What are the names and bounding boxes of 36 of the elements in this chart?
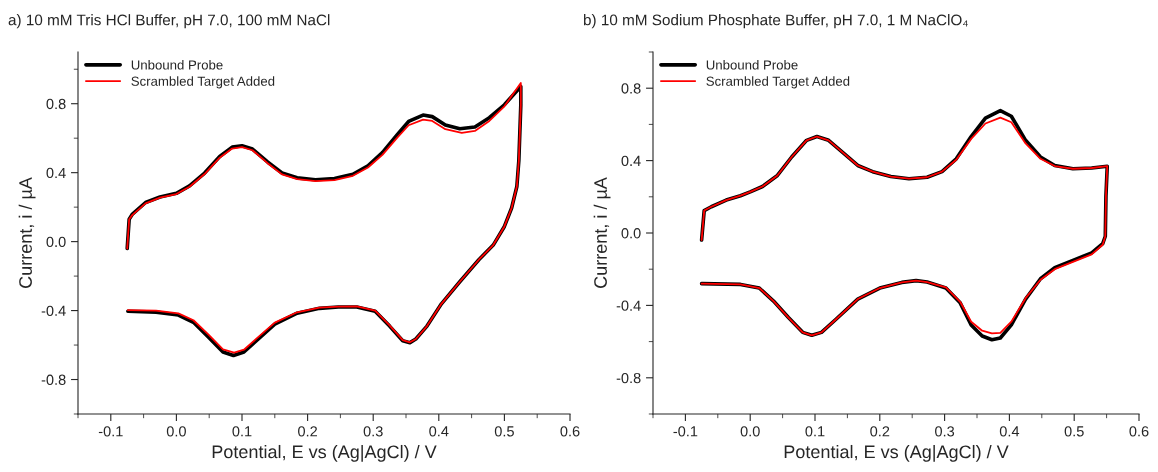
- x-tick-label: 0.0: [740, 426, 760, 437]
- y-tick-label: 0.0: [621, 228, 641, 239]
- y-tick-label: 0.8: [621, 83, 641, 94]
- x-tick-label: 0.2: [298, 426, 318, 437]
- y-tick-label: -0.8: [616, 372, 641, 384]
- x-tick-label: 0.6: [560, 426, 580, 437]
- x-axis-title: Potential, E vs (Ag|AgCl) / V: [784, 444, 1009, 462]
- x-tick-label: 0.5: [494, 426, 514, 437]
- legend-label: Unbound Probe: [706, 59, 798, 70]
- x-tick-label: 0.1: [232, 426, 252, 437]
- y-tick-label: 0.8: [46, 98, 66, 110]
- chart-title: a) 10 mM Tris HCl Buffer, pH 7.0, 100 mM NaCl: [8, 14, 330, 29]
- x-tick-label: 0.5: [1064, 426, 1084, 437]
- y-tick-label: 0.4: [46, 167, 66, 179]
- y-tick-label: 0.0: [46, 236, 66, 248]
- legend-label: Scrambled Target Added: [131, 76, 275, 89]
- x-tick-label: 0.4: [999, 426, 1020, 437]
- x-tick-label: 0.0: [166, 426, 186, 437]
- y-axis-title: Current, i / µA: [593, 177, 611, 288]
- x-tick-label: 0.3: [935, 426, 955, 437]
- chart-title: b) 10 mM Sodium Phosphate Buffer, pH 7.0, 1 M NaClO₄: [583, 14, 968, 29]
- y-tick-label: -0.4: [41, 305, 66, 316]
- y-tick-label: -0.4: [616, 300, 641, 311]
- x-tick-label: -0.1: [98, 426, 123, 437]
- x-tick-label: 0.4: [429, 426, 449, 437]
- x-tick-label: 0.2: [870, 426, 890, 437]
- x-tick-label: 0.1: [805, 426, 825, 437]
- legend-label: Unbound Probe: [131, 59, 223, 70]
- x-tick-label: 0.3: [363, 426, 383, 437]
- y-axis-title: Current, i / µA: [18, 177, 36, 288]
- y-tick-label: -0.8: [41, 374, 66, 385]
- legend-label: Scrambled Target Added: [706, 76, 850, 89]
- x-axis-title: Potential, E vs (Ag|AgCl) / V: [212, 444, 437, 462]
- y-tick-label: 0.4: [621, 155, 641, 167]
- x-tick-label: -0.1: [673, 426, 698, 437]
- x-tick-label: 0.6: [1129, 426, 1149, 437]
